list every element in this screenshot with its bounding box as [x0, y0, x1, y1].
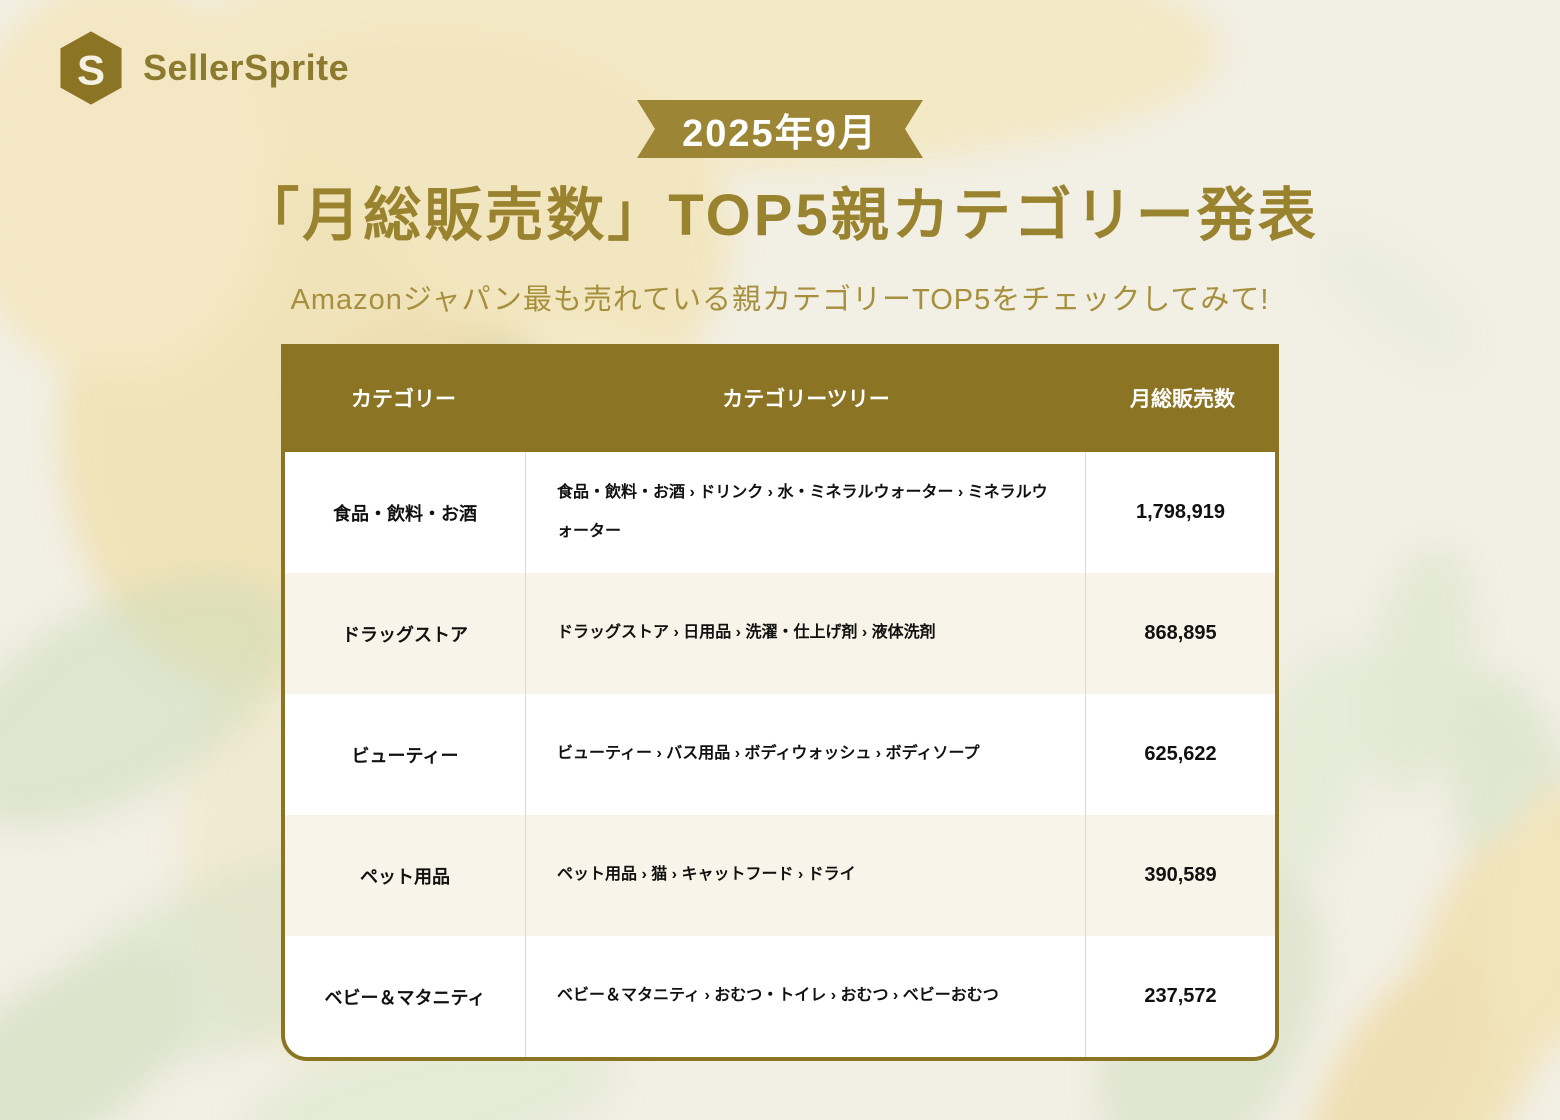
category-tree-cell: ペット用品 › 猫 › キャットフード › ドライ [526, 815, 1086, 936]
category-cell: ビューティー [285, 694, 526, 815]
monthly-sales-cell: 237,572 [1144, 985, 1217, 1007]
brand-header: S SellerSprite [57, 30, 349, 106]
category-cell: ペット用品 [285, 815, 526, 936]
category-tree-cell: ビューティー › バス用品 › ボディウォッシュ › ボディソープ [526, 694, 1086, 815]
table-header-row: カテゴリー カテゴリーツリー 月総販売数 [281, 344, 1279, 452]
column-header-category: カテゴリー [351, 388, 456, 411]
column-header-monthly-sales: 月総販売数 [1130, 388, 1235, 411]
monthly-sales-cell: 1,798,919 [1136, 501, 1225, 523]
table-row: ペット用品 ペット用品 › 猫 › キャットフード › ドライ 390,589 [285, 815, 1275, 936]
table-row: 食品・飲料・お酒 食品・飲料・お酒 › ドリンク › 水・ミネラルウォーター ›… [285, 452, 1275, 573]
svg-text:S: S [77, 46, 105, 93]
monthly-sales-cell: 625,622 [1144, 743, 1217, 765]
page-subtitle: Amazonジャパン最も売れている親カテゴリーTOP5をチェックしてみて! [290, 284, 1270, 316]
monthly-sales-cell: 868,895 [1144, 622, 1217, 644]
date-ribbon: 2025年9月 [637, 100, 923, 158]
table-body: 食品・飲料・お酒 食品・飲料・お酒 › ドリンク › 水・ミネラルウォーター ›… [281, 452, 1279, 1061]
table-row: ベビー＆マタニティ ベビー＆マタニティ › おむつ・トイレ › おむつ › ベビ… [285, 936, 1275, 1057]
category-tree-cell: ドラッグストア › 日用品 › 洗濯・仕上げ剤 › 液体洗剤 [526, 573, 1086, 694]
table-row: ビューティー ビューティー › バス用品 › ボディウォッシュ › ボディソープ… [285, 694, 1275, 815]
page-title: 「月総販売数」TOP5親カテゴリー発表 [241, 183, 1319, 248]
column-header-category-tree: カテゴリーツリー [722, 388, 890, 411]
category-cell: ドラッグストア [285, 573, 526, 694]
table-row: ドラッグストア ドラッグストア › 日用品 › 洗濯・仕上げ剤 › 液体洗剤 8… [285, 573, 1275, 694]
sellersprite-logo-icon: S [60, 31, 122, 105]
category-cell: 食品・飲料・お酒 [285, 452, 526, 573]
brand-name: SellerSprite [143, 47, 350, 88]
monthly-sales-cell: 390,589 [1144, 864, 1217, 886]
category-tree-cell: ベビー＆マタニティ › おむつ・トイレ › おむつ › ベビーおむつ [526, 936, 1086, 1057]
top5-category-table: カテゴリー カテゴリーツリー 月総販売数 食品・飲料・お酒 食品・飲料・お酒 ›… [281, 344, 1279, 1061]
category-cell: ベビー＆マタニティ [285, 936, 526, 1057]
category-tree-cell: 食品・飲料・お酒 › ドリンク › 水・ミネラルウォーター › ミネラルウォータ… [526, 452, 1086, 573]
